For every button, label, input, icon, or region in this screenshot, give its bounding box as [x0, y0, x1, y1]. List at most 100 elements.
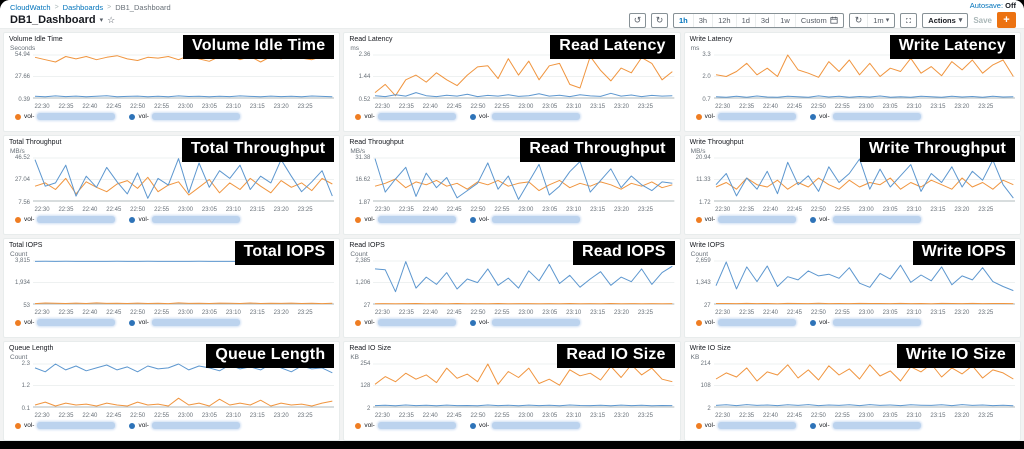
undo-button[interactable]: ↺: [628, 12, 646, 28]
x-tick-label: 23:05: [882, 104, 898, 110]
chart-legend: vol-vol-: [15, 422, 334, 429]
y-axis-unit-label: Count: [10, 354, 28, 361]
chart-widget[interactable]: Total IOPS Total IOPS Count 3,815 1,934 53…: [3, 238, 341, 338]
chart-widget[interactable]: Write IOPS Write IOPS Count 2,659 1,343 27…: [683, 238, 1021, 338]
line-chart[interactable]: [373, 52, 675, 104]
time-range-3h[interactable]: 3h: [694, 13, 714, 27]
line-chart[interactable]: [713, 52, 1015, 104]
legend-item[interactable]: vol-: [695, 422, 797, 429]
legend-item[interactable]: vol-: [129, 113, 240, 120]
legend-item[interactable]: vol-: [15, 319, 116, 326]
legend-color-dot: [695, 319, 702, 326]
legend-color-dot: [469, 216, 476, 223]
chart-widget[interactable]: Write Latency Write Latency ms 3.3 2.0 0.7…: [683, 32, 1021, 132]
autosave-status[interactable]: Autosave: Off: [970, 1, 1016, 10]
x-tick-label: 23:25: [978, 310, 994, 316]
line-chart[interactable]: [373, 361, 675, 413]
chart-widget[interactable]: Write IO Size Write IO Size KB 214 108 2 2…: [683, 341, 1021, 441]
x-tick-label: 22:45: [446, 413, 462, 419]
legend-item[interactable]: vol-: [810, 113, 921, 120]
widget-title: Read Throughput: [349, 139, 404, 146]
autosave-value: Off: [1005, 1, 1016, 10]
time-range-1h[interactable]: 1h: [674, 13, 694, 27]
fullscreen-button[interactable]: [900, 12, 918, 28]
line-chart[interactable]: [33, 155, 335, 207]
legend-item[interactable]: vol-: [15, 216, 116, 223]
time-range-1d[interactable]: 1d: [737, 13, 756, 27]
x-tick-label: 22:45: [106, 310, 122, 316]
chart-widget[interactable]: Volume Idle Time Volume Idle Time Second…: [3, 32, 341, 132]
y-axis-ticks: 20.94 11.33 1.72: [695, 155, 711, 206]
line-chart[interactable]: [713, 361, 1015, 413]
legend-item[interactable]: vol-: [355, 113, 456, 120]
time-range-1w[interactable]: 1w: [775, 13, 796, 27]
chart-widget[interactable]: Total Throughput Total Throughput MB/s 4…: [3, 135, 341, 235]
line-chart[interactable]: [713, 258, 1015, 310]
y-axis-ticks: 31.38 16.62 1.87: [355, 155, 371, 206]
legend-item[interactable]: vol-: [355, 319, 456, 326]
line-chart[interactable]: [713, 155, 1015, 207]
refresh-interval-dropdown[interactable]: 1m ▾: [868, 14, 894, 27]
legend-item[interactable]: vol-: [355, 422, 456, 429]
chart-widget[interactable]: Queue Length Queue Length Count 2.3 1.2 0.…: [3, 341, 341, 441]
x-tick-label: 23:20: [273, 310, 289, 316]
time-range-custom[interactable]: Custom: [796, 14, 843, 27]
chart-widget[interactable]: Read Throughput Read Throughput MB/s 31.…: [343, 135, 681, 235]
time-range-3d[interactable]: 3d: [756, 13, 776, 27]
legend-item[interactable]: vol-: [695, 319, 797, 326]
legend-item[interactable]: vol-: [695, 216, 797, 223]
legend-item[interactable]: vol-: [469, 216, 581, 223]
legend-item[interactable]: vol-: [810, 319, 921, 326]
chart-widget[interactable]: Write Throughput Write Throughput MB/s 2…: [683, 135, 1021, 235]
time-range-12h[interactable]: 12h: [713, 13, 737, 27]
refresh-icon: ↻: [854, 14, 863, 25]
legend-item[interactable]: vol-: [15, 422, 116, 429]
refresh-button[interactable]: ↻: [850, 13, 869, 27]
legend-item[interactable]: vol-: [810, 422, 921, 429]
y-axis-ticks: 2.36 1.44 0.52: [358, 52, 371, 103]
redo-button[interactable]: ↻: [650, 12, 668, 28]
legend-item[interactable]: vol-: [695, 113, 797, 120]
legend-item[interactable]: vol-: [469, 319, 581, 326]
legend-item[interactable]: vol-: [469, 422, 581, 429]
legend-item[interactable]: vol-: [129, 216, 240, 223]
x-tick-label: 23:05: [882, 310, 898, 316]
breadcrumb-dashboards[interactable]: Dashboards: [62, 3, 104, 12]
favorite-star-icon[interactable]: ☆: [107, 14, 116, 25]
chart-widget[interactable]: Read Latency Read Latency ms 2.36 1.44 0.5…: [343, 32, 681, 132]
x-axis-labels: 22:30 22:35 22:40 22:45 22:50 22:55 23:00 23:05…: [33, 310, 334, 318]
chart-widget[interactable]: Read IOPS Read IOPS Count 2,385 1,206 27 2…: [343, 238, 681, 338]
line-chart[interactable]: [373, 258, 675, 310]
x-tick-label: 23:05: [201, 207, 217, 213]
legend-item[interactable]: vol-: [129, 422, 240, 429]
legend-item[interactable]: vol-: [469, 113, 581, 120]
line-chart[interactable]: [33, 52, 335, 104]
add-widget-button[interactable]: +: [997, 12, 1016, 28]
legend-item[interactable]: vol-: [129, 319, 240, 326]
actions-dropdown[interactable]: Actions ▾: [922, 12, 969, 28]
x-tick-label: 22:55: [834, 104, 850, 110]
redacted-volume-id: [832, 113, 921, 120]
x-tick-label: 23:20: [273, 104, 289, 110]
widget-title: Write IOPS: [689, 242, 725, 249]
redacted-volume-id: [718, 319, 797, 326]
line-chart[interactable]: [33, 361, 335, 413]
save-button[interactable]: Save: [973, 15, 992, 25]
x-tick-label: 22:30: [34, 207, 50, 213]
widget-annotation-label: Volume Idle Time: [183, 35, 335, 59]
line-chart[interactable]: [33, 258, 335, 310]
widget-annotation-label: Queue Length: [206, 344, 335, 368]
breadcrumb-cloudwatch[interactable]: CloudWatch: [10, 3, 51, 12]
legend-label: vol-: [704, 113, 716, 120]
line-chart[interactable]: [373, 155, 675, 207]
x-tick-label: 23:15: [930, 104, 946, 110]
legend-item[interactable]: vol-: [810, 216, 921, 223]
refresh-interval-value: 1m: [873, 15, 884, 25]
x-tick-label: 22:35: [398, 104, 414, 110]
x-tick-label: 23:00: [858, 413, 874, 419]
legend-item[interactable]: vol-: [15, 113, 116, 120]
x-tick-label: 23:10: [566, 104, 582, 110]
chart-widget[interactable]: Read IO Size Read IO Size KB 254 128 2 22:…: [343, 341, 681, 441]
title-caret-down-icon[interactable]: ▾: [99, 17, 104, 24]
legend-item[interactable]: vol-: [355, 216, 456, 223]
